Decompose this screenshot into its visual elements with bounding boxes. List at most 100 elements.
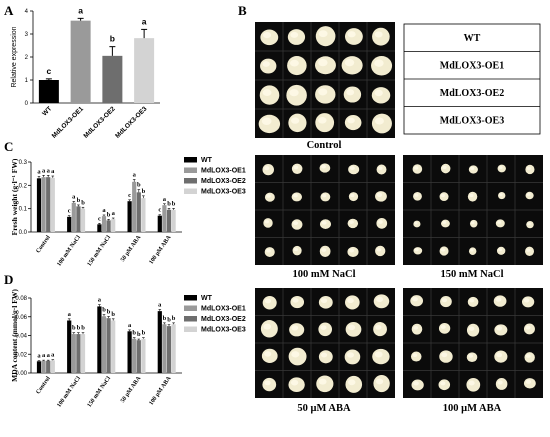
callus-highlight xyxy=(320,352,328,358)
callus-highlight xyxy=(263,31,272,39)
bar xyxy=(38,80,59,103)
significance-letter: a xyxy=(163,196,167,203)
callus-highlight xyxy=(261,117,272,126)
legend-c: WT MdLOX3-OE1 MdLOX3-OE2 MdLOX3-OE3 xyxy=(184,157,246,196)
callus-highlight xyxy=(318,378,327,385)
key-row-oe3: MdLOX3-OE3 xyxy=(440,116,504,127)
callus-highlight xyxy=(318,117,327,124)
y-axis-title: MDA content (mmol/g·l FW) xyxy=(10,289,19,382)
callus-highlight xyxy=(262,89,272,97)
callus-highlight xyxy=(291,351,300,358)
legend-swatch xyxy=(184,295,197,301)
callus-highlight xyxy=(498,166,503,169)
bar xyxy=(136,192,141,232)
bar xyxy=(101,216,107,232)
callus-highlight xyxy=(375,324,382,330)
callus-highlight xyxy=(348,324,356,331)
bar xyxy=(97,224,102,232)
callus-highlight xyxy=(291,325,299,331)
callus-highlight xyxy=(497,380,503,385)
legend-swatch xyxy=(184,326,197,332)
callus-highlight xyxy=(344,58,355,67)
plate-photo-100mm-nacl xyxy=(255,155,395,265)
significance-letter: a xyxy=(51,168,55,175)
bar xyxy=(46,360,51,373)
significance-letter: b xyxy=(107,211,111,218)
significance-letter: b xyxy=(111,311,115,318)
y-axis-title: Fresh weight (g·l⁻¹ FW) xyxy=(10,158,19,235)
callus-highlight xyxy=(499,193,503,196)
callus-highlight xyxy=(293,165,299,170)
plate-photo-150mm-nacl xyxy=(403,155,543,265)
callus-highlight xyxy=(498,248,502,252)
bar xyxy=(67,320,72,373)
bar xyxy=(162,324,167,373)
callus-highlight xyxy=(318,88,328,96)
callus-highlight xyxy=(374,351,383,358)
callus-highlight xyxy=(374,31,383,38)
significance-letter: b xyxy=(167,317,171,324)
y-tick-label: 1 xyxy=(25,78,29,84)
callus-highlight xyxy=(440,381,446,386)
panel-letter-d: D xyxy=(4,272,13,287)
bar xyxy=(36,178,42,232)
callus-highlight xyxy=(290,59,299,67)
x-tick-label: 100 mM NaCl xyxy=(56,234,82,267)
significance-letter: a xyxy=(102,207,106,214)
legend-label: MdLOX3-OE1 xyxy=(201,168,246,175)
y-tick-label: 0.02 xyxy=(15,352,27,358)
significance-letter: a xyxy=(72,193,76,200)
callus-highlight xyxy=(440,324,446,329)
callus-highlight xyxy=(293,247,299,252)
significance-letter: b xyxy=(163,315,167,322)
bar xyxy=(134,38,155,103)
bar xyxy=(97,306,102,373)
significance-letter: a xyxy=(37,168,41,175)
caption-control: Control xyxy=(307,140,342,151)
bar xyxy=(166,209,172,232)
callus-highlight xyxy=(347,117,355,124)
significance-letter: a xyxy=(42,167,46,174)
y-tick-label: 0.2 xyxy=(19,183,28,189)
callus-highlight xyxy=(264,380,271,386)
significance-letter: b xyxy=(77,325,81,332)
bar xyxy=(50,360,55,373)
plate-photo-100um-aba xyxy=(403,288,543,398)
legend-label: MdLOX3-OE2 xyxy=(201,178,246,185)
bar xyxy=(111,219,116,232)
callus-highlight xyxy=(526,166,531,170)
y-tick-label: 0.04 xyxy=(15,334,27,340)
significance-letter: b xyxy=(142,188,146,195)
bar xyxy=(127,331,132,373)
bar xyxy=(102,55,123,103)
significance-letter: b xyxy=(142,330,146,337)
significance-letter: b xyxy=(137,331,141,338)
bar xyxy=(71,202,76,232)
callus-highlight xyxy=(262,61,270,67)
caption-150mm-nacl: 150 mM NaCl xyxy=(441,269,504,280)
bar xyxy=(76,334,81,373)
bar xyxy=(101,316,107,373)
caption-50um-aba: 50 μM ABA xyxy=(297,403,351,414)
callus-highlight xyxy=(374,59,384,67)
significance-letter: b xyxy=(102,307,106,314)
bar xyxy=(132,181,137,232)
x-tick-label: 150 mM NaCl xyxy=(87,234,113,267)
x-tick-label: Control xyxy=(35,375,52,395)
legend-label: MdLOX3-OE2 xyxy=(201,316,246,323)
x-tick-label: 50 μM ABA xyxy=(120,234,143,263)
callus-highlight xyxy=(414,166,419,170)
callus-highlight xyxy=(412,353,418,358)
callus-highlight xyxy=(292,297,299,303)
significance-letter: c xyxy=(68,208,71,215)
bar xyxy=(106,220,111,232)
bar xyxy=(76,206,81,232)
callus-highlight xyxy=(264,166,270,171)
callus-highlight xyxy=(378,220,383,224)
significance-letter: a xyxy=(142,16,147,26)
genotype-key: WT MdLOX3-OE1 MdLOX3-OE2 MdLOX3-OE3 xyxy=(403,23,541,135)
significance-letter: b xyxy=(167,200,171,207)
legend-d: WT MdLOX3-OE1 MdLOX3-OE2 MdLOX3-OE3 xyxy=(184,295,246,334)
callus-highlight xyxy=(469,193,474,198)
plate-photo-50um-aba xyxy=(255,288,395,398)
